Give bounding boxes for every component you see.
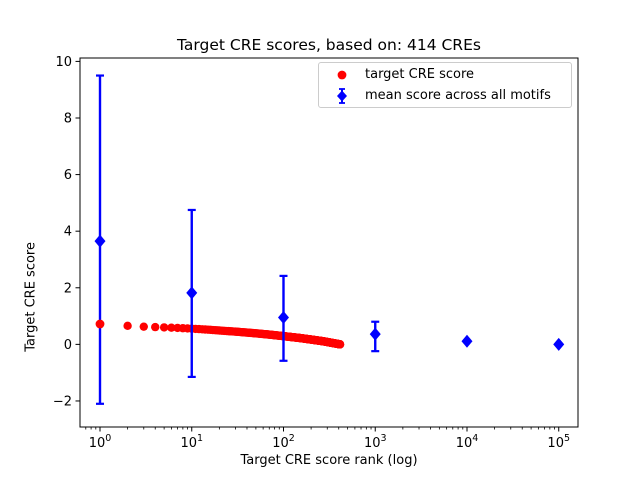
target-score-series: [95, 319, 345, 349]
x-tick-label: 105: [547, 433, 570, 451]
mean-score-series: [94, 74, 565, 405]
x-tick-label: 103: [364, 433, 387, 451]
legend-marker-circle-icon: [319, 69, 365, 81]
y-tick-label: 0: [64, 338, 72, 353]
mean-score-point: [461, 334, 473, 348]
y-axis-ticks: −2 0 2 4 6 8 10: [53, 55, 80, 409]
legend-marker-diamond-errorbar-icon: [319, 87, 365, 105]
y-tick-label: 6: [64, 168, 72, 183]
x-axis-ticks: 100 101 102 103 104 105: [85, 427, 570, 451]
legend: target CRE score mean score across all m…: [318, 62, 572, 108]
y-axis-label-text: Target CRE score: [23, 242, 38, 352]
x-tick-label: 102: [272, 433, 295, 451]
y-tick-label: −2: [53, 394, 72, 409]
mean-score-point: [369, 327, 381, 341]
legend-item-mean: mean score across all motifs: [319, 85, 571, 106]
y-tick-label: 10: [55, 55, 72, 70]
x-tick-label: 101: [180, 433, 203, 451]
legend-label-mean: mean score across all motifs: [365, 88, 551, 103]
target-score-rank1-point: [95, 319, 105, 329]
mean-score-point: [94, 234, 106, 248]
x-tick-label: 100: [89, 433, 112, 451]
y-tick-label: 4: [64, 225, 72, 240]
y-tick-label: 2: [64, 281, 72, 296]
chart-title: Target CRE scores, based on: 414 CREs: [177, 36, 481, 54]
plot-area: [79, 57, 579, 428]
mean-score-point: [553, 337, 565, 351]
mean-score-point: [277, 310, 289, 324]
x-axis-label: Target CRE score rank (log): [240, 453, 418, 468]
legend-item-target: target CRE score: [319, 64, 571, 85]
mean-score-point: [186, 286, 198, 300]
x-tick-label: 104: [456, 433, 479, 451]
legend-label-target: target CRE score: [365, 67, 475, 82]
y-tick-label: 8: [64, 111, 72, 126]
